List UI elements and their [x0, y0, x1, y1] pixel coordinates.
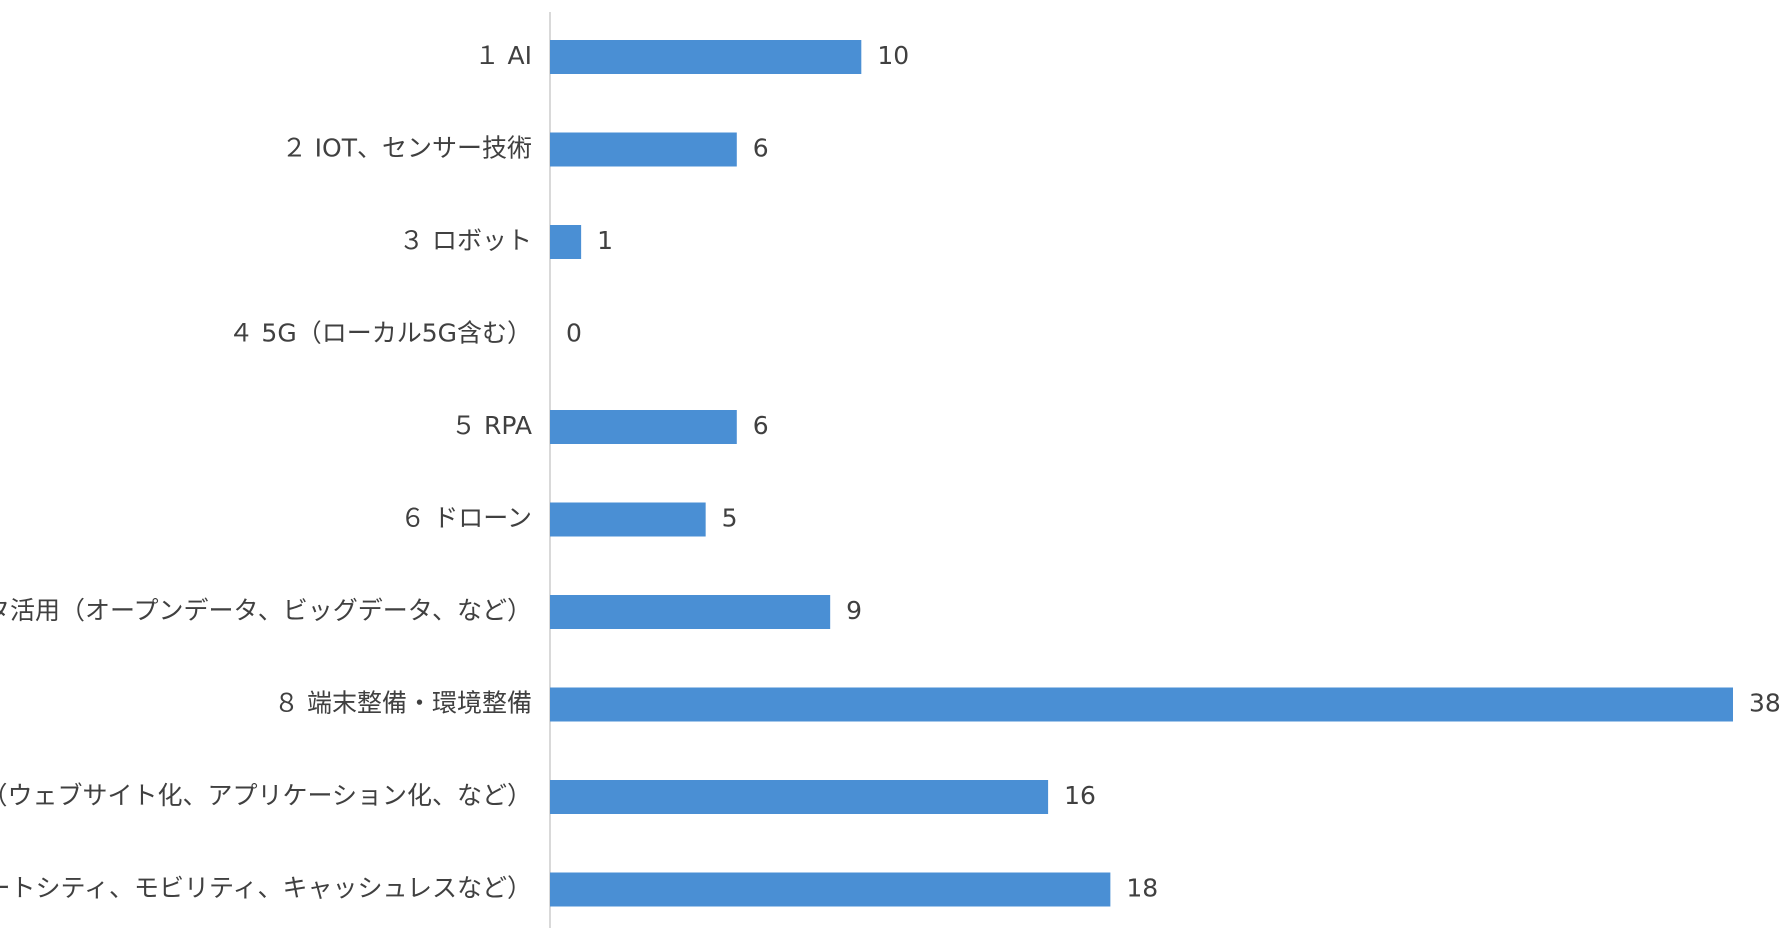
bar — [550, 40, 862, 74]
data-label: 1 — [597, 226, 613, 255]
bar — [550, 410, 737, 444]
data-label: 16 — [1064, 781, 1096, 810]
category-label: ８ 端末整備・環境整備 — [274, 689, 532, 718]
bar — [550, 780, 1049, 814]
data-label: 5 — [722, 504, 738, 533]
data-label: 18 — [1126, 874, 1158, 903]
data-label: 38 — [1749, 689, 1780, 718]
bar — [550, 872, 1111, 907]
bar — [550, 132, 737, 167]
bar — [550, 225, 582, 259]
data-label: 10 — [877, 41, 909, 70]
category-labels-group: １ AI ２ IOT、センサー技術 ３ ロボット ４ 5G（ローカル5G含む） ５ RP… — [0, 41, 532, 903]
data-label: 6 — [753, 411, 769, 440]
category-label: ７ データ活用（オープンデータ、ビッグデータ、など） — [0, 596, 532, 625]
category-label: ３ ロボット — [399, 226, 532, 255]
category-label: ５ RPA — [451, 411, 532, 440]
category-label: ２ IOT、センサー技術 — [282, 134, 532, 163]
data-label: 0 — [566, 319, 582, 348]
bar — [550, 595, 831, 629]
data-label: 9 — [846, 596, 862, 625]
category-label: ６ ドローン — [400, 504, 532, 533]
category-label: ９ オンライン化（ウェブサイト化、アプリケーション化、など） — [0, 781, 532, 810]
category-label: ４ 5G（ローカル5G含む） — [228, 319, 532, 348]
bars-group — [550, 40, 1733, 907]
category-label: １０ その他（スマートシティ、モビリティ、キャッシュレスなど） — [0, 874, 532, 903]
category-label: １ AI — [475, 41, 532, 70]
data-label: 6 — [753, 134, 769, 163]
bar — [550, 502, 706, 537]
bar — [550, 687, 1733, 722]
